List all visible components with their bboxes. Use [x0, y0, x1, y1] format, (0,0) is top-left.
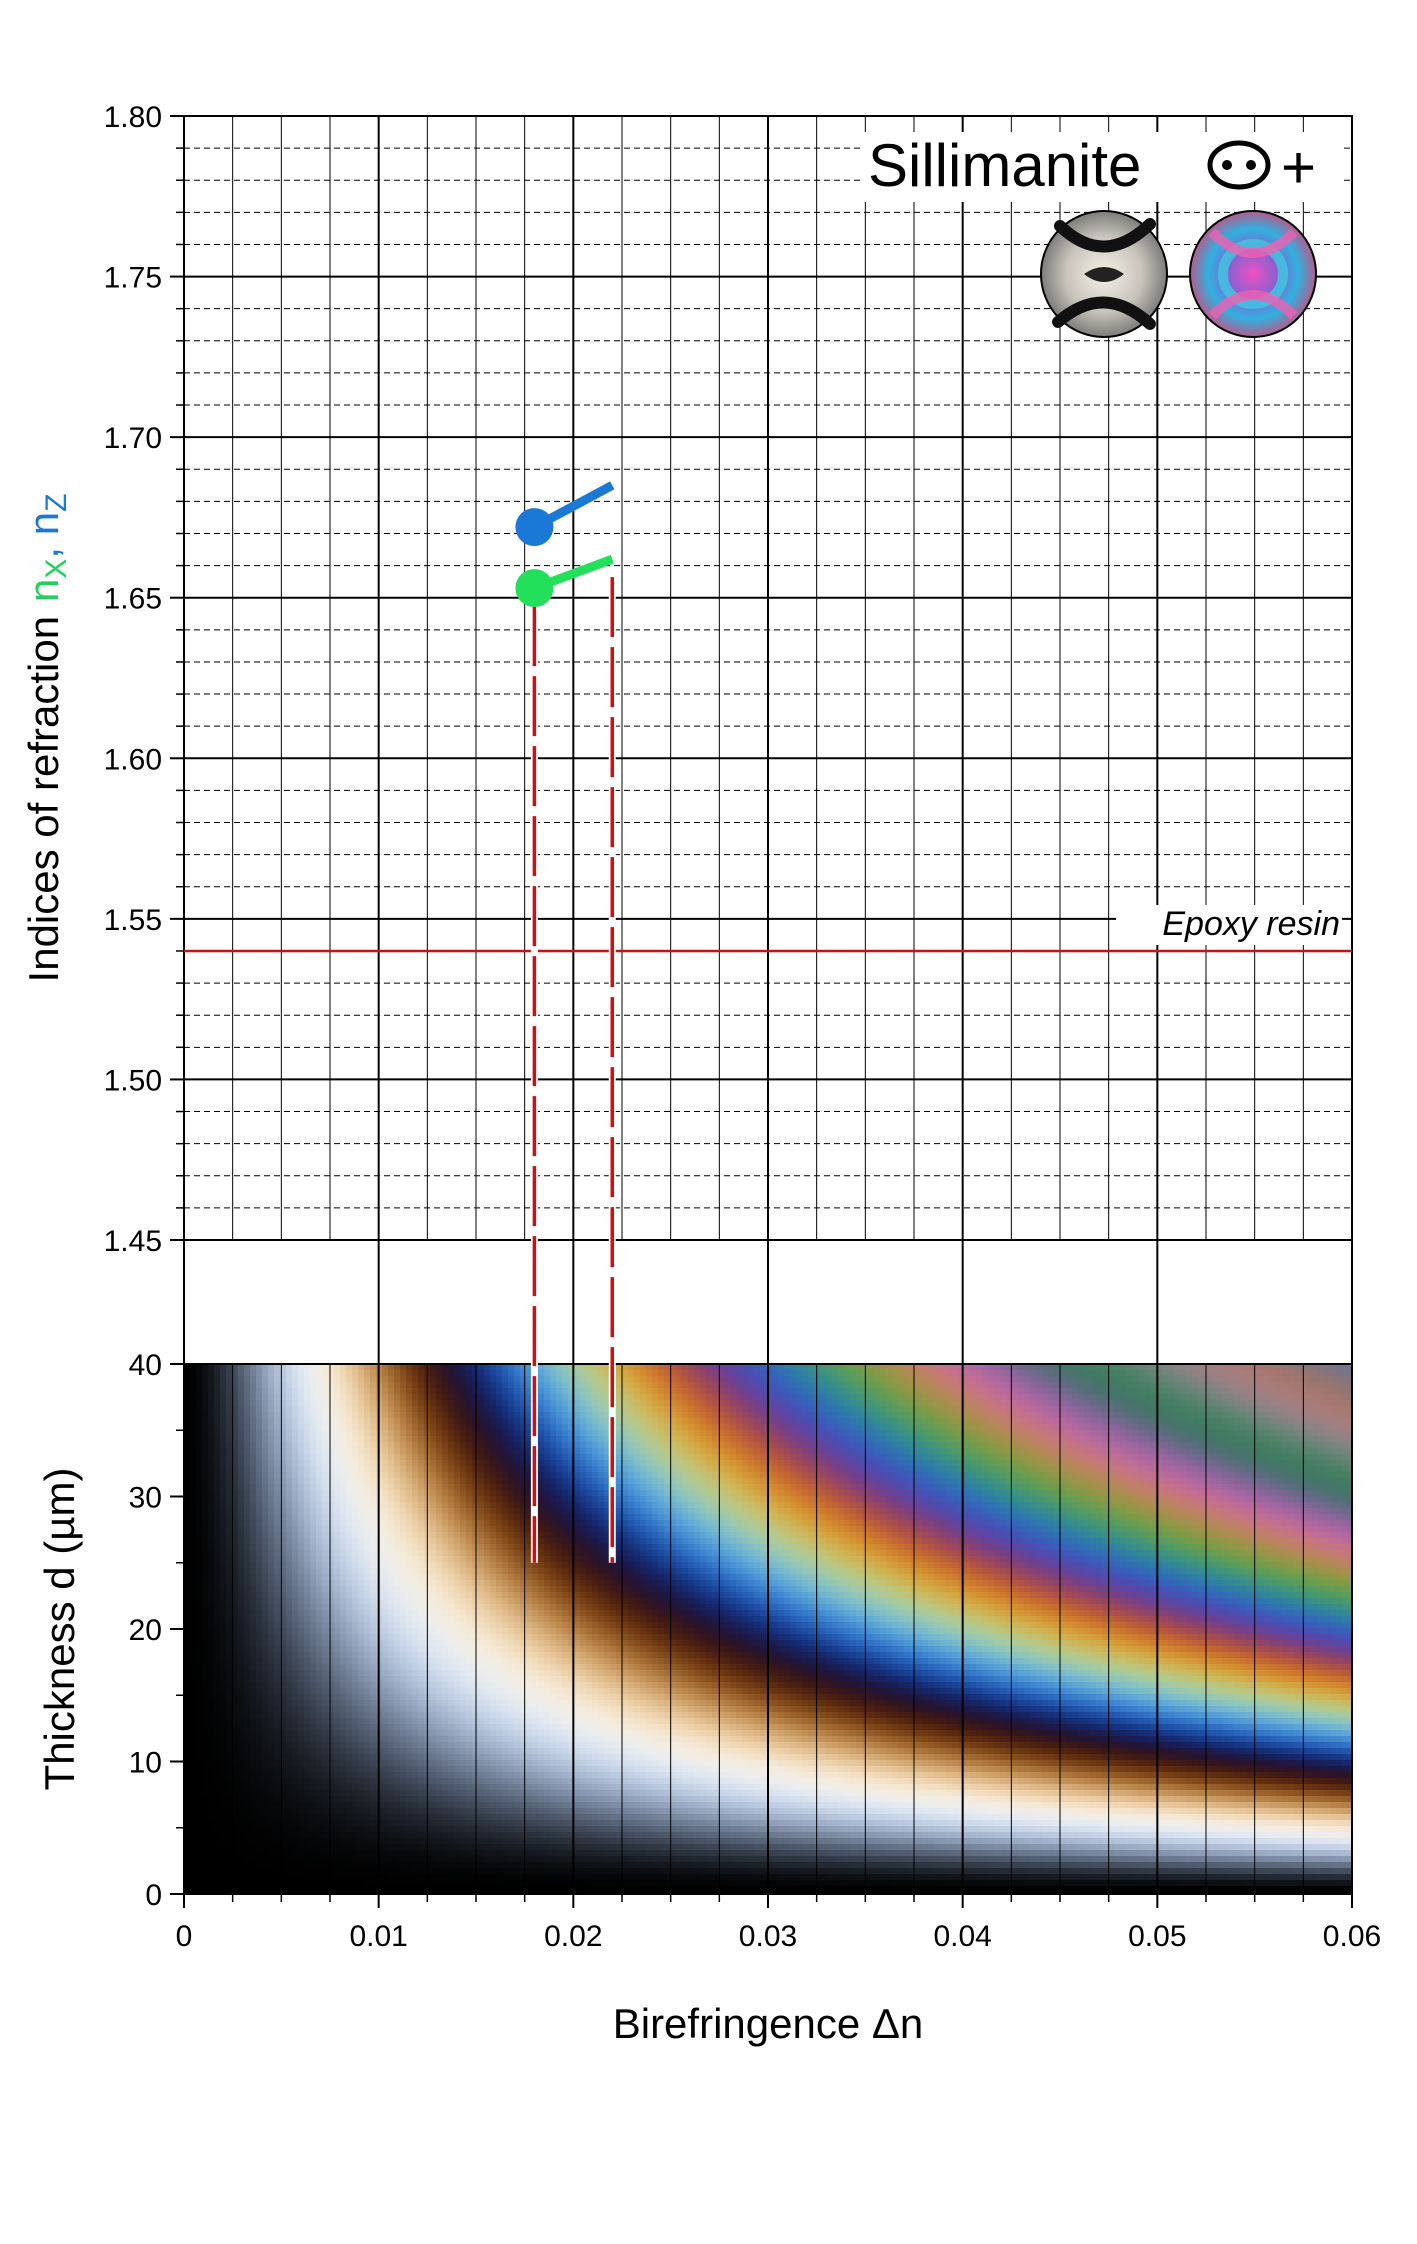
- x-tick-label: 0.02: [544, 1920, 602, 1953]
- indices-axis-title: Indices of refractionnX, nZ: [20, 494, 73, 983]
- x-tick-label: 0.06: [1323, 1920, 1381, 1953]
- series-point: [515, 508, 554, 547]
- series-point: [515, 569, 554, 608]
- nx-label: n: [20, 579, 67, 602]
- y-tick-label: 1.60: [104, 743, 162, 776]
- colored-interference-figure: [1189, 210, 1317, 338]
- color-band: [1208, 228, 1298, 320]
- y-tick-label: 1.65: [104, 583, 162, 616]
- indices-title-text: Indices of refraction: [20, 616, 67, 983]
- y-tick-label: 1.75: [104, 262, 162, 295]
- x-tick-label: 0.05: [1128, 1920, 1186, 1953]
- grey-interference-figure: [1040, 210, 1168, 338]
- nz-label: n: [20, 512, 67, 535]
- conoscopic-images: [1040, 210, 1317, 338]
- y-tick-label: 1.55: [104, 904, 162, 937]
- biaxial-interference-figure-icon: [1207, 140, 1271, 190]
- x-axis-title: Birefringence Δn: [613, 2000, 924, 2047]
- icon-dot: [1246, 160, 1256, 170]
- indices-y-axis: 1.80 1.75 1.70 1.65 1.60 1.55 1.50 1.45: [104, 101, 184, 1258]
- michel-levy-color-field: [184, 1364, 1352, 1894]
- y-tick-label: 40: [129, 1349, 162, 1382]
- epoxy-resin-label: Epoxy resin: [1162, 905, 1340, 943]
- isogyre-center: [1084, 267, 1124, 282]
- x-tick-label: 0.01: [349, 1920, 407, 1953]
- x-tick-label: 0: [176, 1920, 193, 1953]
- birefringence-x-axis: 0 0.01 0.02 0.03 0.04 0.05 0.06: [176, 1894, 1381, 1953]
- y-tick-label: 1.80: [104, 101, 162, 134]
- y-tick-label: 10: [129, 1747, 162, 1780]
- y-tick-label: 30: [129, 1482, 162, 1515]
- y-tick-label: 1.70: [104, 422, 162, 455]
- y-tick-label: 0: [145, 1879, 162, 1912]
- nz-subscript: Z: [40, 494, 73, 512]
- y-tick-label: 1.45: [104, 1225, 162, 1258]
- y-tick-label: 1.50: [104, 1064, 162, 1097]
- indices-grid: [183, 115, 1353, 1241]
- x-tick-label: 0.04: [933, 1920, 991, 1953]
- thickness-axis-title: Thickness d (µm): [36, 1468, 83, 1791]
- thickness-y-axis: 0 10 20 30 40: [129, 1349, 184, 1912]
- color-ring: [1218, 239, 1288, 309]
- figure-disc: [1189, 210, 1317, 338]
- birefringence-range-lines: [530, 577, 616, 1563]
- nx-subscript: X: [40, 559, 73, 579]
- spacer-band: [183, 1240, 1353, 1364]
- mineral-title: Sillimanite: [868, 132, 1141, 199]
- x-tick-label: 0.03: [739, 1920, 797, 1953]
- nx-nz-separator: ,: [20, 535, 67, 558]
- optic-sign: +: [1281, 134, 1316, 201]
- icon-outline: [1207, 140, 1271, 190]
- epoxy-label-background: [1116, 904, 1342, 945]
- isogyre: [1052, 218, 1156, 330]
- index-series: [515, 481, 615, 608]
- y-tick-label: 20: [129, 1614, 162, 1647]
- icon-dot: [1222, 160, 1232, 170]
